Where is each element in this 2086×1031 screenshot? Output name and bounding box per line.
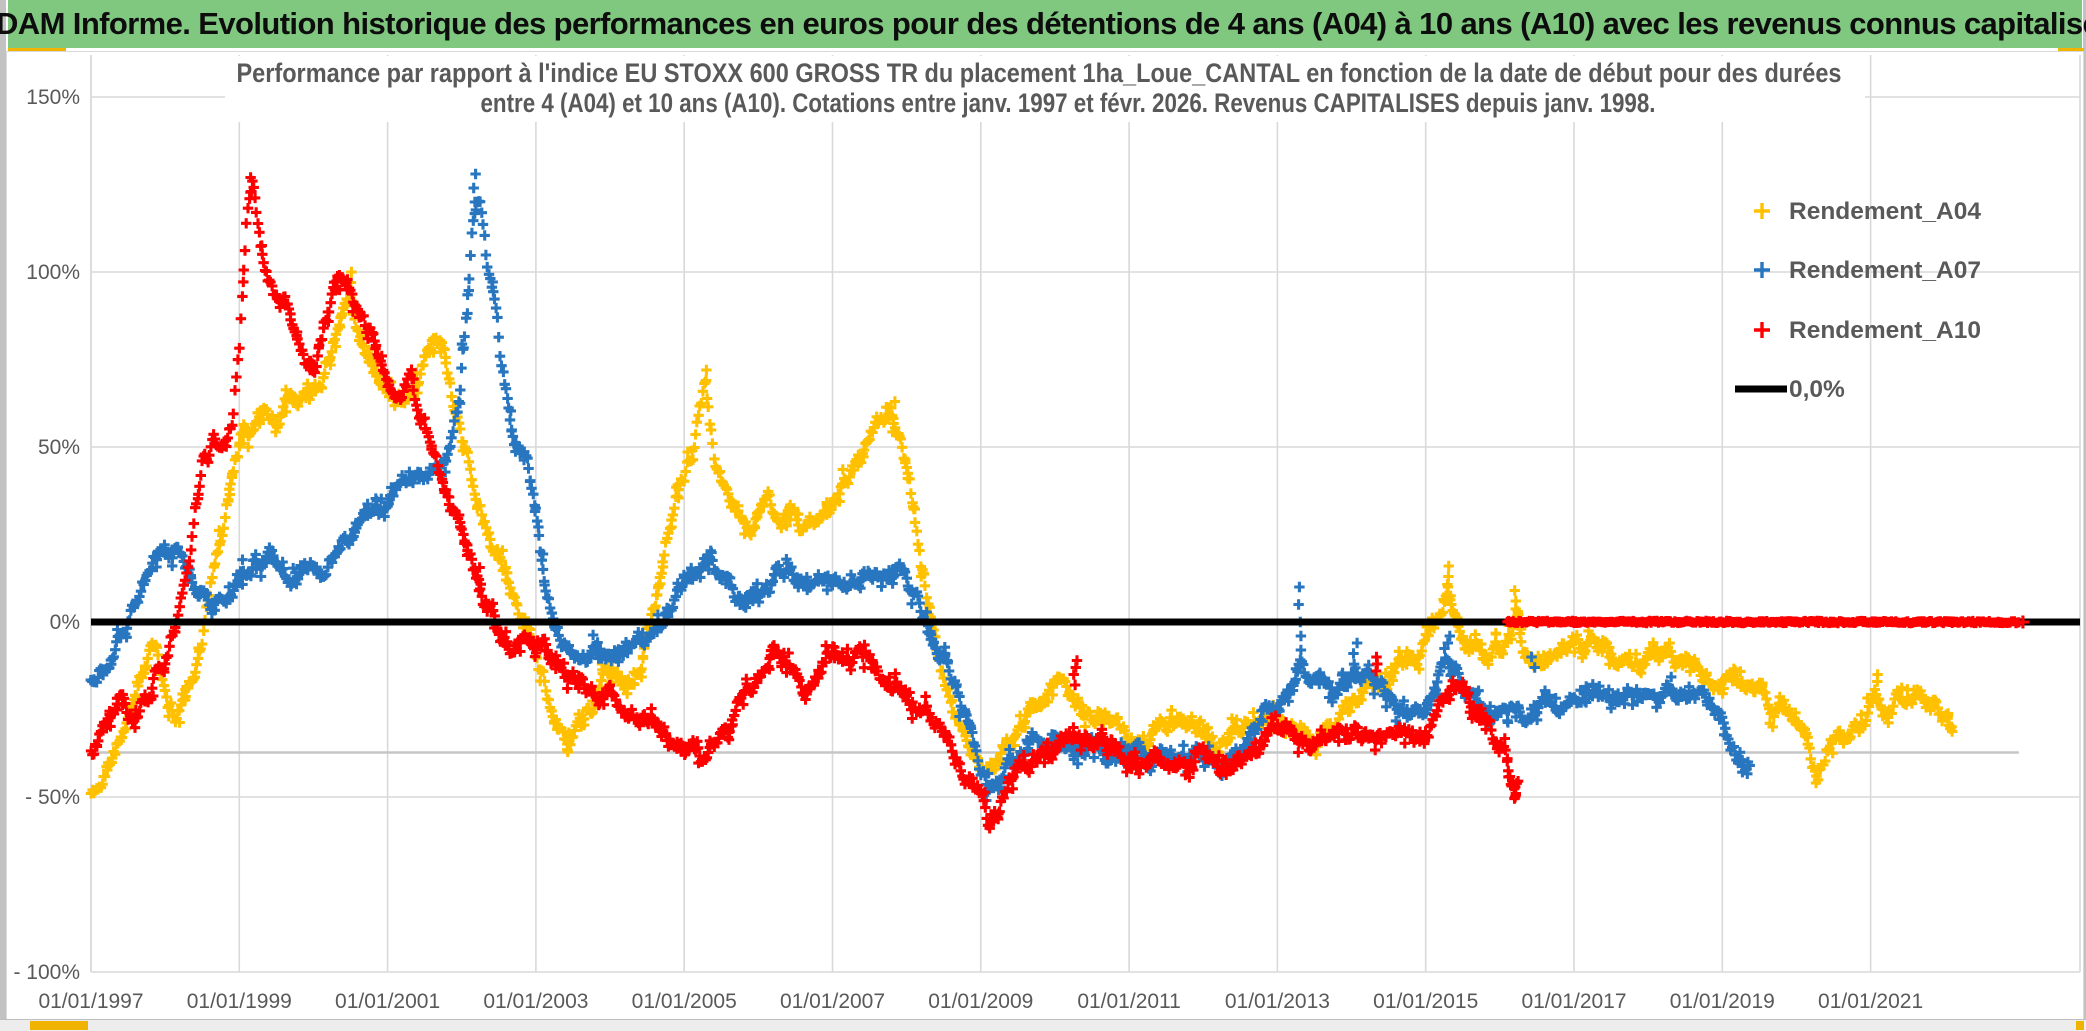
y-tick-label: - 100%: [13, 961, 80, 984]
legend-label-a04: Rendement_A04: [1789, 198, 1981, 225]
plus-marker-icon: [1754, 262, 1770, 278]
axis-tick-labels: 150% 100% 50% 0% - 50% - 100% 01/01/1997 01/01/…: [13, 86, 1923, 1013]
series-markers-rendement_a10: [85, 172, 1524, 834]
legend: Rendement_A04 Rendement_A07 Rendement_A1…: [1735, 198, 1981, 403]
plus-marker-icon: [1754, 203, 1770, 219]
x-tick-label: 01/01/2009: [928, 990, 1033, 1013]
x-tick-label: 01/01/2021: [1818, 990, 1923, 1013]
plus-marker-icon: [1754, 322, 1770, 338]
plot-series: [85, 168, 2080, 834]
subtitle-backdrop: [225, 56, 1865, 122]
x-tick-label: 01/01/2001: [335, 990, 440, 1013]
x-tick-label: 01/01/2011: [1077, 990, 1181, 1013]
x-tick-label: 01/01/2019: [1670, 990, 1775, 1013]
x-tick-label: 01/01/2013: [1225, 990, 1330, 1013]
banner-title: ADAM Informe. Evolution historique des p…: [0, 6, 2086, 41]
y-tick-label: 100%: [26, 261, 80, 284]
x-tick-label: 01/01/1997: [38, 990, 143, 1013]
y-tick-label: 0%: [50, 611, 80, 634]
legend-item-a04[interactable]: Rendement_A04: [1754, 198, 1981, 225]
title-banner: ADAM Informe. Evolution historique des p…: [0, 0, 2086, 48]
legend-item-a10[interactable]: Rendement_A10: [1754, 317, 1981, 344]
legend-label-a10: Rendement_A10: [1789, 317, 1981, 344]
bottom-strip: [0, 1019, 2086, 1031]
a10-zero-flat-markers: [1502, 615, 2030, 629]
x-tick-label: 01/01/2005: [632, 990, 737, 1013]
legend-label-a07: Rendement_A07: [1789, 257, 1981, 284]
x-tick-label: 01/01/2003: [483, 990, 588, 1013]
legend-label-zero: 0,0%: [1789, 376, 1845, 403]
y-tick-label: - 50%: [25, 786, 80, 809]
y-tick-label: 150%: [26, 86, 80, 109]
gold-accent-bottom-right: [2076, 1021, 2084, 1030]
left-edge-strip: [0, 0, 6, 1031]
y-tick-label: 50%: [38, 436, 80, 459]
x-tick-label: 01/01/2007: [780, 990, 885, 1013]
legend-item-zero[interactable]: 0,0%: [1735, 376, 1845, 403]
gridlines: [90, 55, 2081, 973]
x-tick-label: 01/01/1999: [187, 990, 292, 1013]
legend-item-a07[interactable]: Rendement_A07: [1754, 257, 1981, 284]
x-tick-label: 01/01/2017: [1521, 990, 1626, 1013]
chart-subtitle-line2[interactable]: entre 4 (A04) et 10 ans (A10). Cotations…: [481, 88, 1656, 118]
gold-accent-bottom-left: [30, 1021, 88, 1030]
right-edge-strip: [2083, 0, 2086, 1031]
chart-subtitle-line1[interactable]: Performance par rapport à l'indice EU ST…: [237, 58, 1842, 88]
x-tick-label: 01/01/2015: [1373, 990, 1478, 1013]
